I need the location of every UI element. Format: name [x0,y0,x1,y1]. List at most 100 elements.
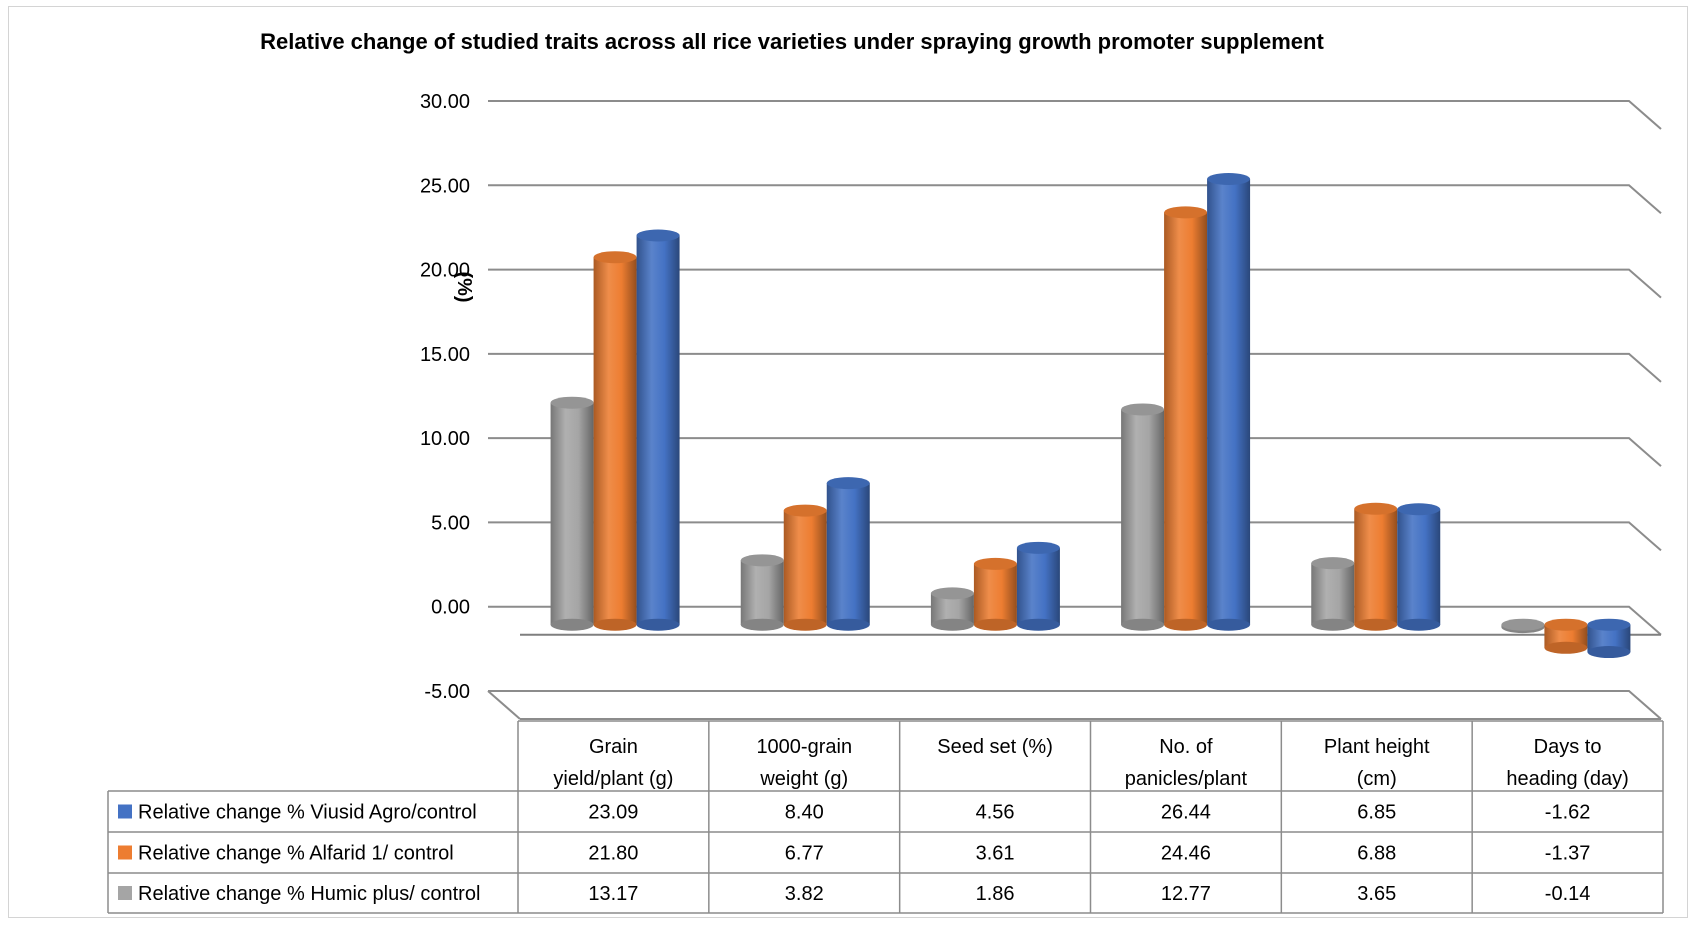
bar-body [740,560,784,625]
gridline [488,690,1662,720]
bar-cylinder [1354,502,1398,631]
data-value-label: 3.82 [785,883,824,905]
bar-cylinder [783,504,827,631]
bar-top-cap [1544,618,1588,631]
data-value-label: 1.86 [976,883,1015,905]
bar-body [1354,508,1398,625]
data-value-label: 3.65 [1357,883,1396,905]
x-tick-label: Days to [1534,736,1602,758]
data-value-label: 24.46 [1161,843,1211,865]
bar-bottom-cap [1397,618,1441,631]
data-value-label: 21.80 [588,843,638,865]
bar-cylinder [1164,206,1208,631]
x-tick-label: Seed set (%) [937,736,1053,758]
bar-bottom-cap [1311,618,1355,631]
y-tick-label: 15.00 [420,344,470,366]
bar-cylinder [826,477,870,631]
bar-top-cap [550,396,594,409]
bar-cylinder [1121,403,1165,631]
data-value-label: 6.85 [1357,802,1396,824]
y-tick-label: 20.00 [420,260,470,282]
x-tick-label: panicles/plant [1125,768,1248,790]
bar-bottom-cap [1164,618,1208,631]
data-value-label: 13.17 [588,883,638,905]
bar-body [973,563,1017,625]
bar-top-cap [1397,503,1441,516]
bar-cylinder [973,557,1017,631]
y-tick-label: 10.00 [420,428,470,450]
legend-label: Relative change % Alfarid 1/ control [138,843,454,865]
gridline [488,100,1662,130]
bar-top-cap [593,251,637,264]
bar-bottom-cap [930,618,974,631]
data-value-label: 12.77 [1161,883,1211,905]
bar-top-cap [1501,618,1545,631]
x-tick-label: heading (day) [1506,768,1628,790]
bar-cylinder [740,554,784,631]
bar-body [826,483,870,625]
bar-bottom-cap [783,618,827,631]
x-tick-label: Grain [589,736,638,758]
bar-top-cap [1311,557,1355,570]
y-tick-label: 5.00 [431,512,470,534]
bar-cylinder [636,229,680,631]
bar-cylinder [1501,618,1545,634]
bar-bottom-cap [740,618,784,631]
bar-bottom-cap [1354,618,1398,631]
bar-body [1311,563,1355,625]
y-tick-label: 30.00 [420,91,470,113]
bar-body [1544,624,1588,648]
bar-cylinder [550,396,594,631]
bar-body [1121,409,1165,625]
data-value-label: 3.61 [976,843,1015,865]
bar-body [1016,547,1060,625]
bar-body [593,257,637,625]
y-tick-label: 25.00 [420,175,470,197]
bar-cylinder [1587,618,1631,659]
bar-bottom-cap [1016,618,1060,631]
data-value-label: 8.40 [785,802,824,824]
bar-body [636,235,680,625]
data-value-label: 4.56 [976,802,1015,824]
x-tick-label: No. of [1159,736,1213,758]
bar-cylinder [1397,503,1441,631]
data-value-label: 6.77 [785,843,824,865]
bar-top-cap [930,587,974,600]
bar-cylinder [1311,557,1355,631]
gridline [488,184,1662,215]
bar-bottom-cap [550,618,594,631]
x-tick-label: Plant height [1324,736,1430,758]
bar-bottom-cap [593,618,637,631]
x-tick-label: (cm) [1357,768,1397,790]
bar-bottom-cap [826,618,870,631]
bar-body [1397,509,1441,625]
bar-body [783,510,827,625]
bar-top-cap [783,504,827,517]
x-tick-label: weight (g) [759,768,848,790]
bar-top-cap [1016,541,1060,554]
bar-top-cap [1587,618,1631,631]
legend-swatch [118,804,132,819]
bar-bottom-cap [973,618,1017,631]
data-value-label: 6.88 [1357,843,1396,865]
bar-cylinder [593,251,637,631]
bar-top-cap [1164,206,1208,219]
x-tick-label: 1000-grain [756,736,852,758]
gridline [488,437,1662,467]
legend-swatch [118,845,132,860]
data-value-label: -1.37 [1545,843,1591,865]
bar-body [1164,212,1208,625]
x-tick-label: yield/plant (g) [553,768,673,790]
bar-bottom-cap [1544,641,1588,654]
bar-cylinder [930,587,974,631]
bar-body [550,402,594,625]
bar-top-cap [636,229,680,242]
bar-cylinder [1207,173,1251,631]
bar-cylinder [1544,618,1588,654]
legend-label: Relative change % Humic plus/ control [138,883,480,905]
data-value-label: -1.62 [1545,802,1591,824]
bar-bottom-cap [1121,618,1165,631]
bar-body [1207,179,1251,625]
bar-top-cap [1121,403,1165,416]
